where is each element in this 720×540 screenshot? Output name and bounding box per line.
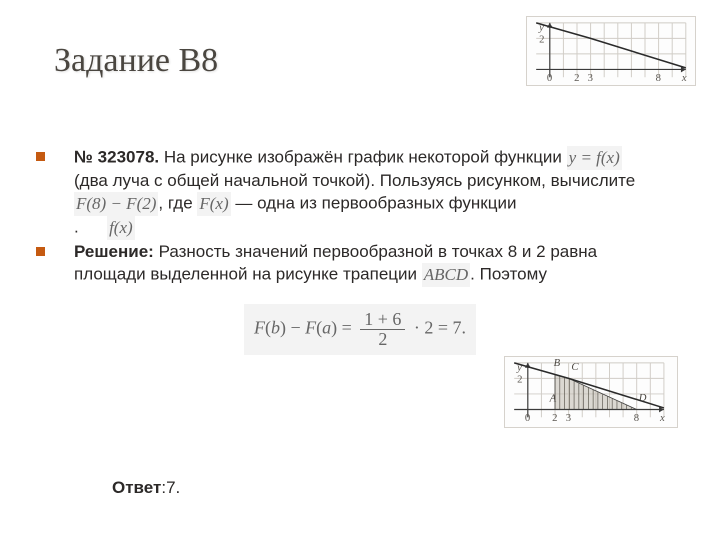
svg-text:2: 2 [552, 412, 557, 424]
svg-text:x: x [659, 412, 665, 424]
svg-text:y: y [538, 22, 544, 34]
solution-paragraph: Решение: Разность значений первообразной… [74, 241, 664, 287]
svg-text:8: 8 [634, 412, 639, 424]
bullet-icon [36, 247, 45, 256]
bullet-icon [36, 152, 45, 161]
svg-text:0: 0 [525, 412, 530, 424]
problem-paragraph: № 323078. На рисунке изображён график не… [74, 146, 664, 240]
svg-text:8: 8 [656, 72, 661, 84]
solution-text-2: . Поэтому [470, 265, 547, 284]
svg-text:0: 0 [547, 72, 552, 84]
answer-line: Ответ:7. [112, 478, 180, 498]
problem-text-4: — одна из первообразных функции [231, 194, 517, 213]
svg-text:B: B [554, 357, 561, 369]
main-formula: F(b) − F(a) = 1 + 6 2 · 2 = 7. [0, 304, 720, 355]
answer-label: Ответ [112, 478, 161, 497]
svg-text:C: C [571, 361, 579, 373]
svg-text:3: 3 [588, 72, 593, 84]
formula-abcd: ABCD [422, 263, 470, 287]
svg-text:x: x [681, 72, 687, 84]
formula-yfx: y = f(x) [567, 146, 622, 170]
function-chart-2: ABCD02382xy [504, 356, 678, 428]
problem-number: № 323078. [74, 148, 159, 167]
svg-text:2: 2 [539, 33, 544, 45]
svg-text:2: 2 [574, 72, 579, 84]
problem-text-1: На рисунке изображён график некоторой фу… [159, 148, 567, 167]
formula-fx-cap: F(x) [197, 192, 230, 216]
solution-label: Решение: [74, 242, 154, 261]
svg-text:y: y [516, 362, 522, 374]
answer-value: :7. [161, 478, 180, 497]
formula-fx-small: f(x) [107, 216, 135, 240]
problem-text-2: (два луча с общей начальной точкой). Пол… [74, 171, 635, 190]
svg-text:3: 3 [566, 412, 571, 424]
svg-text:A: A [549, 393, 557, 405]
problem-text-3: , где [158, 194, 197, 213]
function-chart-1: 02382xy [526, 16, 696, 86]
svg-text:2: 2 [517, 373, 522, 385]
problem-text-5: . [74, 218, 79, 237]
formula-f8-f2: F(8) − F(2) [74, 192, 158, 216]
